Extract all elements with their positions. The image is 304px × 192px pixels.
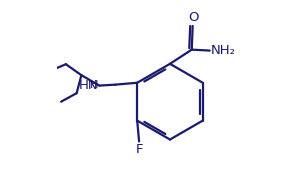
Text: H: H <box>90 80 98 90</box>
Text: NH₂: NH₂ <box>211 44 236 57</box>
Text: F: F <box>136 143 143 156</box>
Text: HN: HN <box>79 79 98 92</box>
Text: O: O <box>188 11 198 24</box>
